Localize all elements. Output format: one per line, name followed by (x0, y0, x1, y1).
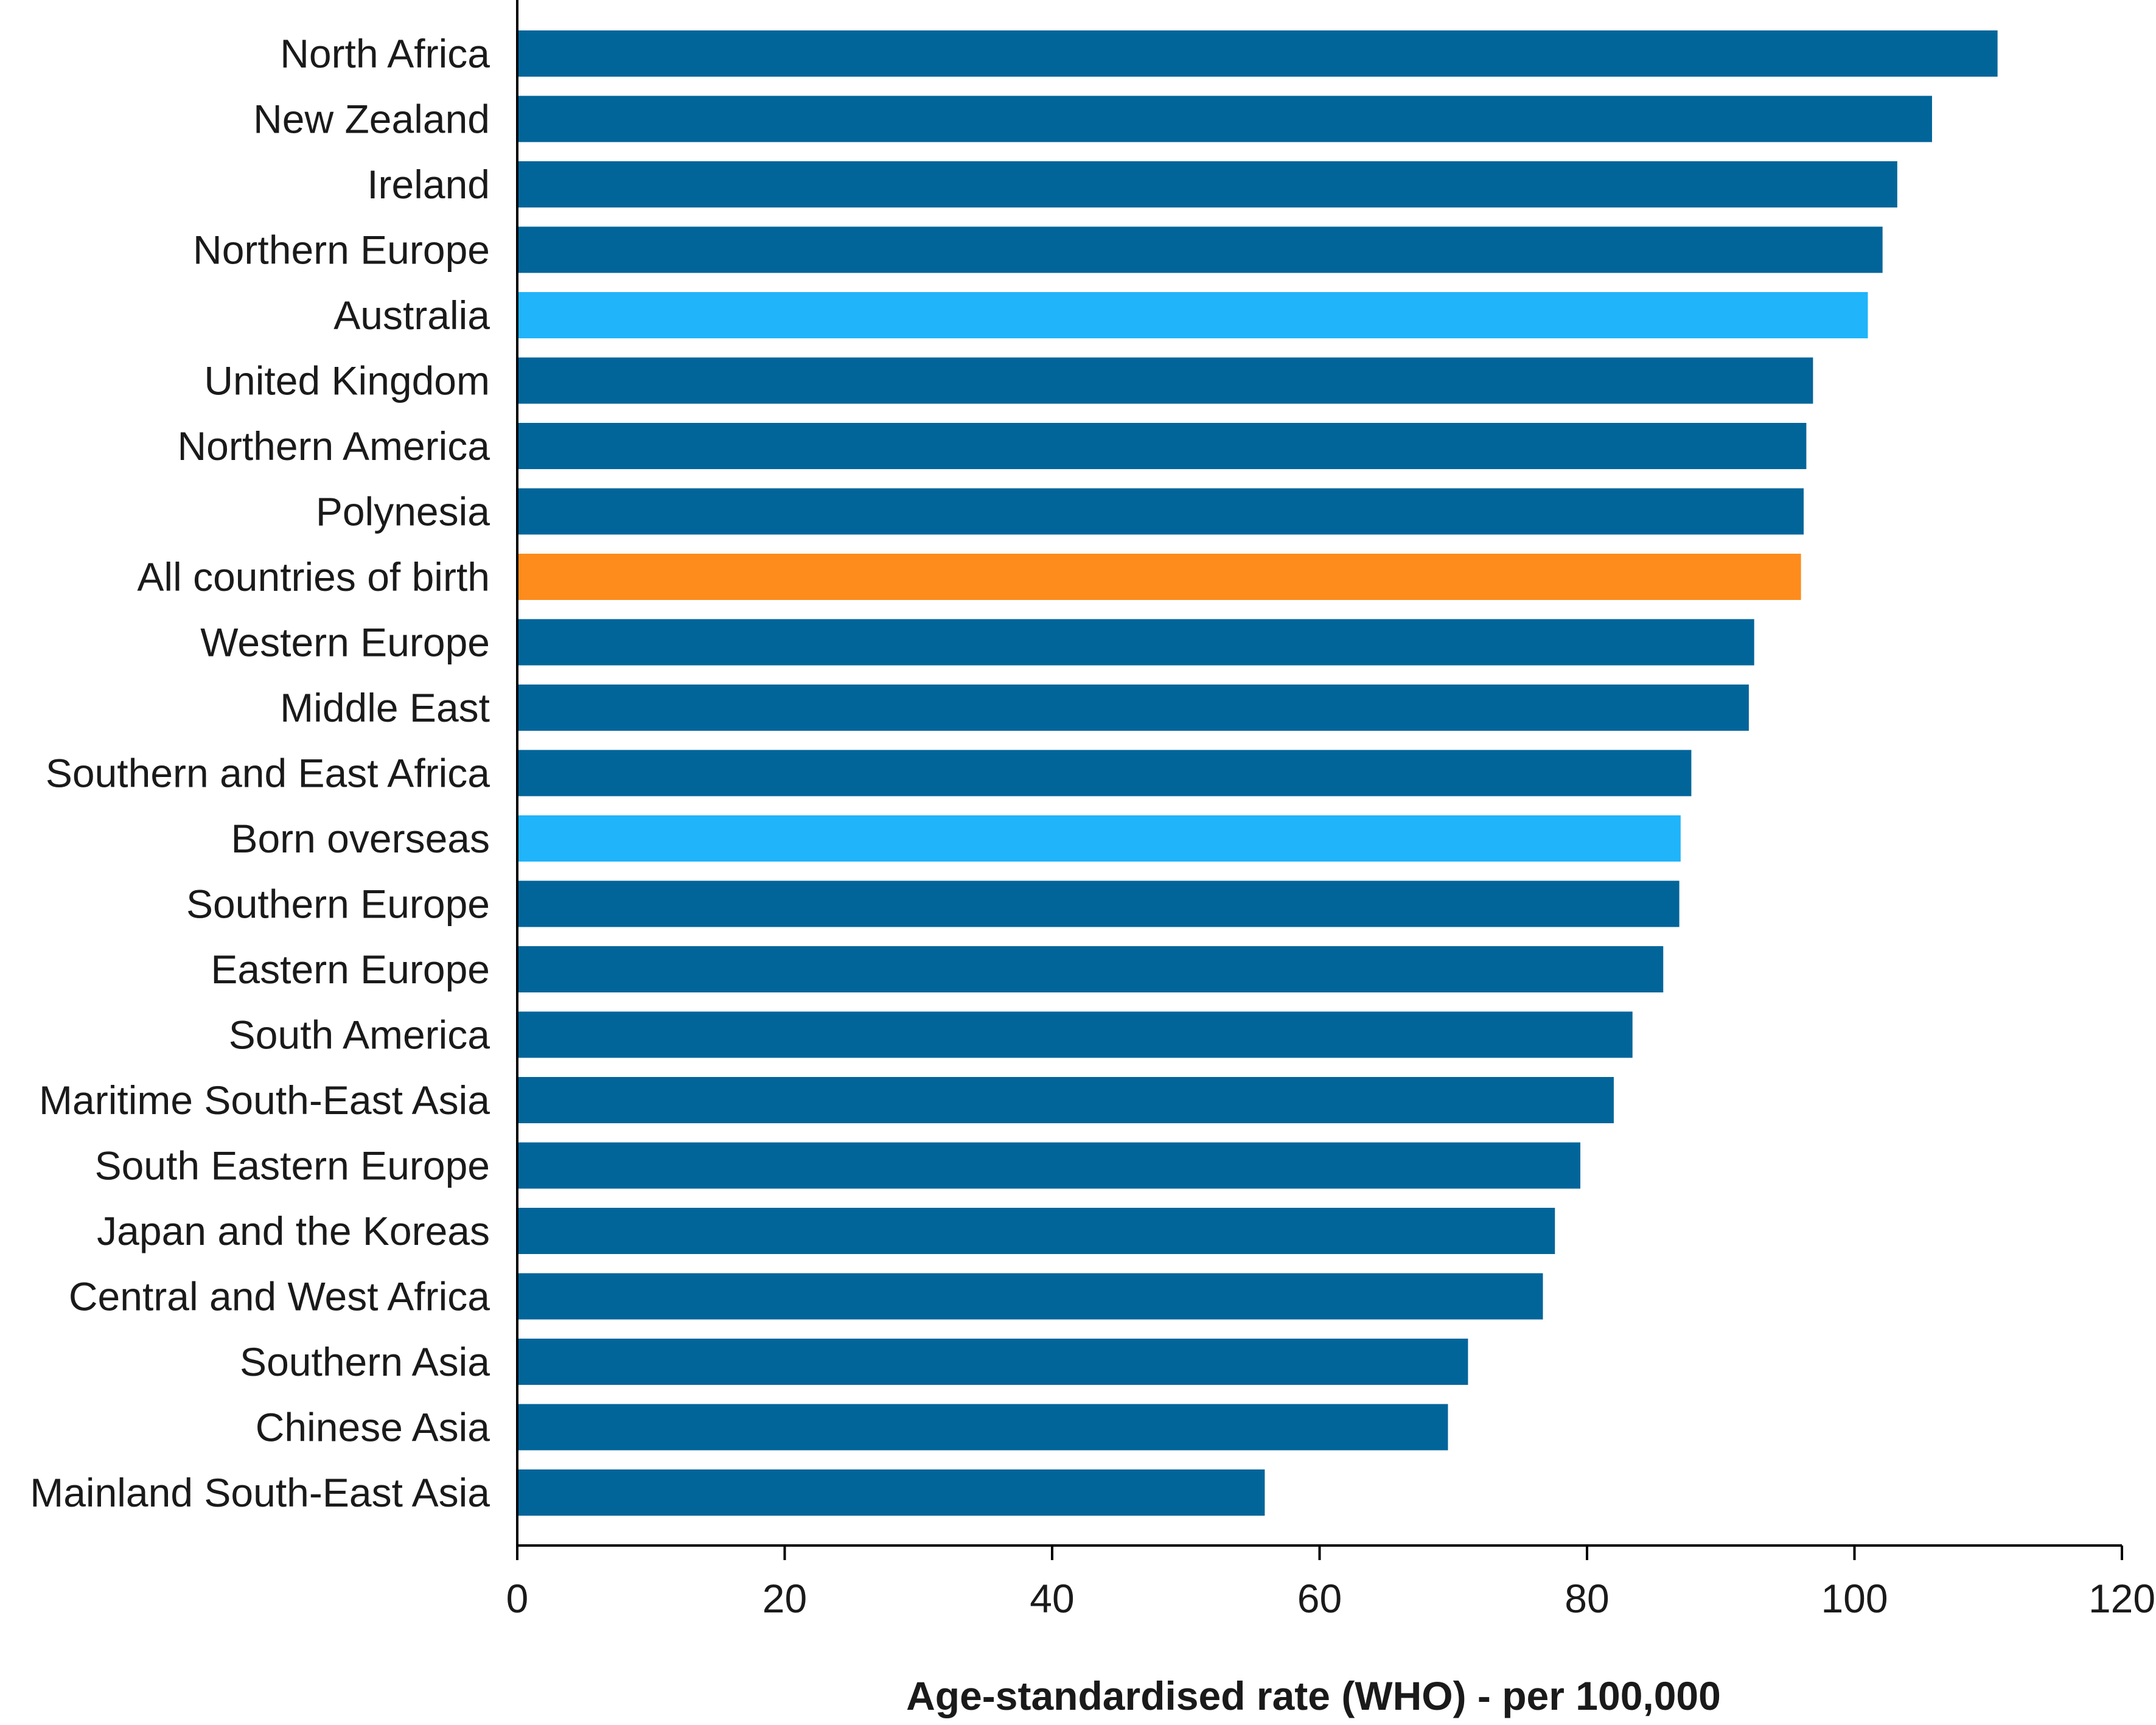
bar-western-europe (518, 619, 1754, 666)
bar-maritime-south-east-asia (518, 1077, 1614, 1123)
category-label: Chinese Asia (256, 1405, 490, 1450)
bar-north-africa (518, 30, 1998, 77)
x-axis-ticks: 0 20 40 60 80 100 120 (506, 1546, 2155, 1621)
bar-south-america (518, 1011, 1633, 1058)
category-label: United Kingdom (204, 358, 490, 403)
category-label: Japan and the Koreas (97, 1208, 490, 1253)
bar-south-eastern-europe (518, 1142, 1581, 1189)
bars-group (518, 30, 1998, 1516)
bar-all-countries-of-birth (518, 554, 1801, 600)
x-axis-title: Age-standardised rate (WHO) - per 100,00… (906, 1673, 1721, 1718)
category-label: Southern and East Africa (46, 751, 490, 796)
bar-polynesia (518, 488, 1804, 535)
bar-southern-and-east-africa (518, 750, 1692, 796)
category-label: Southern Europe (186, 882, 490, 927)
bar-middle-east (518, 685, 1749, 731)
bar-ireland (518, 161, 1897, 207)
category-label: Northern Europe (193, 228, 490, 273)
category-label: All countries of birth (137, 554, 490, 599)
category-label: Eastern Europe (211, 947, 490, 992)
category-label: Southern Asia (240, 1339, 490, 1384)
category-label: Western Europe (200, 620, 490, 665)
category-label: South America (229, 1012, 490, 1058)
category-label: Middle East (280, 685, 490, 730)
category-label: Australia (333, 293, 490, 338)
bar-northern-america (518, 423, 1807, 469)
category-label: Polynesia (316, 489, 490, 534)
x-tick-label: 120 (2088, 1576, 2155, 1621)
bar-mainland-south-east-asia (518, 1469, 1265, 1516)
bar-united-kingdom (518, 357, 1813, 404)
bar-southern-asia (518, 1339, 1468, 1385)
category-label: North Africa (280, 31, 490, 76)
category-label: Mainland South-East Asia (30, 1470, 490, 1515)
bar-central-and-west-africa (518, 1273, 1543, 1320)
bar-new-zealand (518, 96, 1932, 142)
x-tick-label: 20 (762, 1576, 807, 1621)
bar-australia (518, 292, 1868, 338)
category-label: Born overseas (231, 816, 490, 861)
bar-japan-and-the-koreas (518, 1208, 1555, 1254)
category-label: New Zealand (253, 97, 490, 142)
bar-born-overseas (518, 815, 1681, 862)
bar-northern-europe (518, 226, 1883, 273)
bar-eastern-europe (518, 946, 1664, 992)
x-tick-label: 60 (1297, 1576, 1342, 1621)
x-tick-label: 80 (1565, 1576, 1609, 1621)
bar-chinese-asia (518, 1404, 1448, 1451)
x-tick-label: 0 (506, 1576, 529, 1621)
category-label: Central and West Africa (69, 1274, 490, 1319)
category-label: South Eastern Europe (95, 1143, 490, 1188)
x-tick-label: 40 (1030, 1576, 1074, 1621)
category-label: Northern America (177, 423, 490, 469)
x-tick-label: 100 (1821, 1576, 1888, 1621)
category-labels: North Africa New Zealand Ireland Northern E… (30, 31, 490, 1515)
category-label: Maritime South-East Asia (39, 1078, 490, 1123)
category-label: Ireland (367, 162, 490, 207)
bar-southern-europe (518, 880, 1680, 927)
